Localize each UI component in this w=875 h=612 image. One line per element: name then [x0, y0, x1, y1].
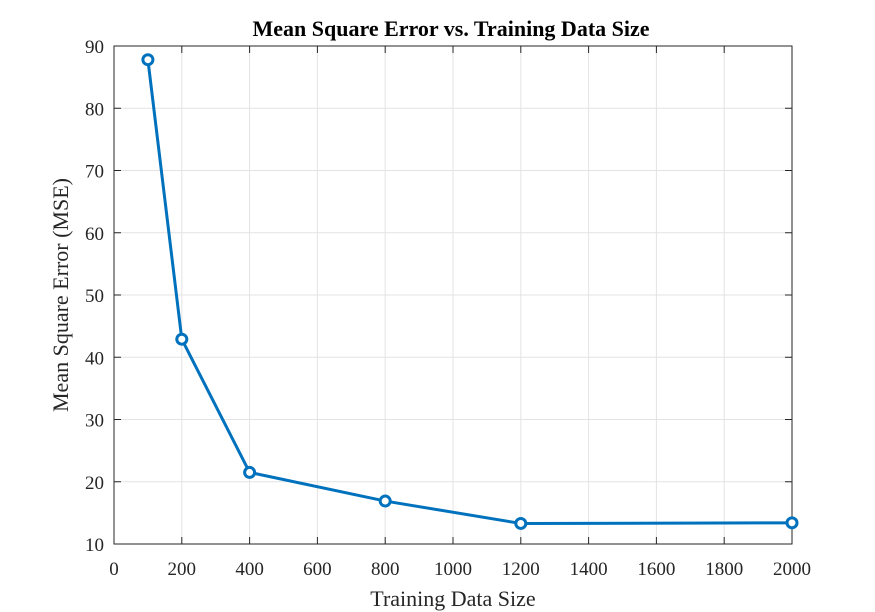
- data-point: [141, 53, 155, 67]
- y-tick-label: 10: [85, 535, 104, 556]
- x-tick-label: 1200: [502, 559, 540, 580]
- axis-ticks: [113, 45, 793, 545]
- y-tick-label: 60: [85, 224, 104, 245]
- x-tick-label: 600: [303, 559, 332, 580]
- x-tick-label: 1000: [434, 559, 472, 580]
- y-tick-label: 40: [85, 348, 104, 369]
- data-point: [378, 494, 392, 508]
- x-tick-label: 0: [109, 559, 119, 580]
- y-tick-label: 20: [85, 473, 104, 494]
- y-tick-labels: 10 20 30 40 50 60 70 80 90: [85, 37, 104, 556]
- data-point: [175, 332, 189, 346]
- x-tick-label: 1400: [570, 559, 608, 580]
- grid: [113, 45, 793, 545]
- y-tick-label: 90: [85, 37, 104, 58]
- x-tick-label: 1600: [637, 559, 675, 580]
- x-tick-label: 400: [235, 559, 264, 580]
- x-tick-label: 2000: [773, 559, 811, 580]
- x-tick-label: 200: [168, 559, 197, 580]
- x-axis-label: Training Data Size: [370, 586, 535, 611]
- y-tick-label: 80: [85, 99, 104, 120]
- y-tick-label: 50: [85, 286, 104, 307]
- data-point: [514, 516, 528, 530]
- series-group: [141, 53, 799, 530]
- x-tick-label: 1800: [705, 559, 743, 580]
- y-axis-label: Mean Square Error (MSE): [48, 178, 73, 412]
- x-tick-labels: 0 200 400 600 800 1000 1200 1400 1600 1800 2000: [109, 559, 811, 580]
- data-point: [243, 465, 257, 479]
- y-tick-label: 70: [85, 162, 104, 183]
- x-tick-label: 800: [371, 559, 400, 580]
- chart-title: Mean Square Error vs. Training Data Size: [252, 16, 649, 41]
- data-point: [785, 516, 799, 530]
- y-tick-label: 30: [85, 411, 104, 432]
- series-line: [146, 59, 793, 525]
